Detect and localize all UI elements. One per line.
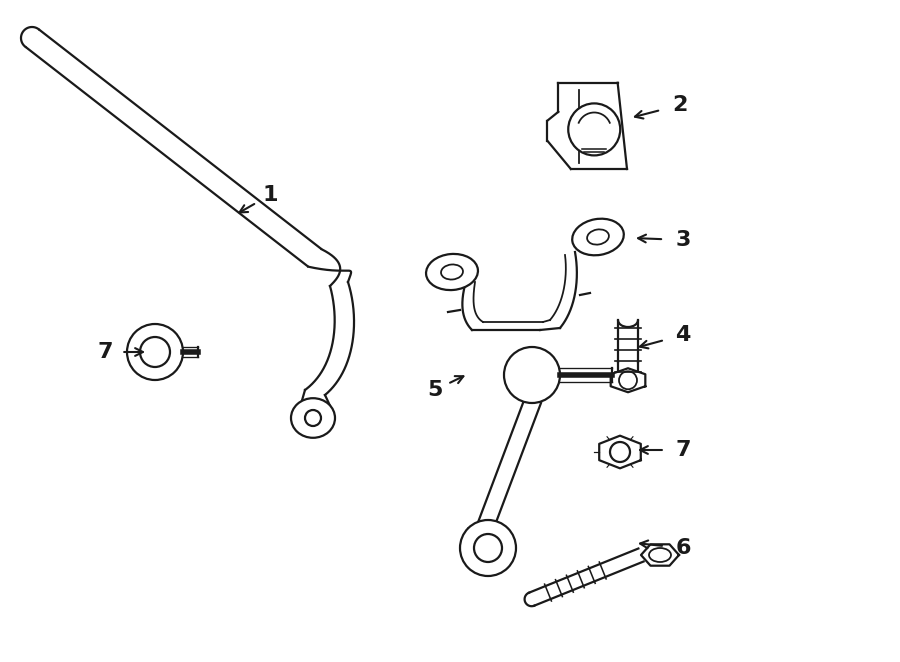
Ellipse shape xyxy=(649,548,671,562)
Text: 2: 2 xyxy=(672,95,688,115)
Ellipse shape xyxy=(572,218,624,256)
Circle shape xyxy=(127,324,183,380)
Circle shape xyxy=(305,410,321,426)
Circle shape xyxy=(610,442,630,462)
Text: 4: 4 xyxy=(675,325,690,345)
Ellipse shape xyxy=(291,399,335,438)
Circle shape xyxy=(568,103,620,156)
Circle shape xyxy=(460,520,516,576)
Circle shape xyxy=(504,347,560,403)
Circle shape xyxy=(140,337,170,367)
Text: 7: 7 xyxy=(675,440,691,460)
Text: 1: 1 xyxy=(262,185,278,205)
Text: 7: 7 xyxy=(97,342,112,362)
Ellipse shape xyxy=(426,254,478,290)
Circle shape xyxy=(619,371,637,389)
Text: 5: 5 xyxy=(428,380,443,400)
Ellipse shape xyxy=(587,229,609,245)
Circle shape xyxy=(474,534,502,562)
Ellipse shape xyxy=(441,264,463,279)
Text: 3: 3 xyxy=(675,230,690,250)
Text: 6: 6 xyxy=(675,538,691,558)
